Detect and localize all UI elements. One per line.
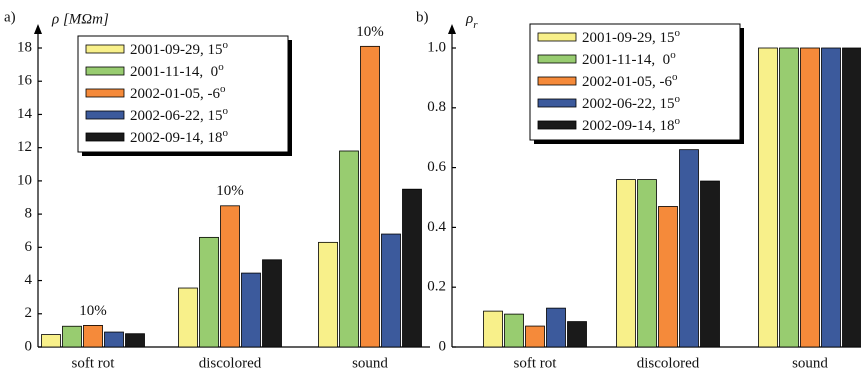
y-axis-label: ρr xyxy=(465,11,478,30)
bar xyxy=(637,179,657,348)
bar xyxy=(220,205,240,348)
bar xyxy=(178,287,198,348)
legend-label: 2002-01-05, -6o xyxy=(130,83,226,103)
bar xyxy=(125,333,145,348)
legend-swatch xyxy=(85,66,125,76)
x-tick-label: sound xyxy=(352,355,388,371)
annotation: 10% xyxy=(216,183,244,199)
y-tick-label: 12 xyxy=(17,139,32,155)
bar xyxy=(41,334,61,348)
bar xyxy=(62,325,82,348)
y-tick-label: 0.6 xyxy=(427,159,446,175)
legend-label: 2001-09-29, 15o xyxy=(582,27,681,47)
bar xyxy=(658,206,678,348)
legend-swatch xyxy=(85,88,125,98)
y-axis-label: ρ [MΩm] xyxy=(51,11,109,27)
bar xyxy=(339,150,359,348)
x-tick-label: discolored xyxy=(199,355,262,371)
legend-swatch xyxy=(85,132,125,142)
legend-label: 2002-06-22, 15o xyxy=(130,105,229,125)
legend-swatch xyxy=(537,98,577,108)
bar xyxy=(821,47,841,348)
bar xyxy=(381,233,401,348)
legend-swatch xyxy=(537,120,577,130)
legend-label: 2001-11-14, 0o xyxy=(130,61,224,81)
legend-swatch xyxy=(537,76,577,86)
y-tick-label: 16 xyxy=(17,73,33,89)
bar xyxy=(758,47,778,348)
bar xyxy=(318,241,338,348)
bar xyxy=(800,47,820,348)
panel-label: a) xyxy=(4,9,16,25)
bar xyxy=(546,307,566,348)
bar xyxy=(616,179,636,348)
legend-label: 2001-11-14, 0o xyxy=(582,49,676,69)
bar xyxy=(779,47,799,348)
legend-label: 2002-09-14, 18o xyxy=(130,127,229,147)
annotation: 10% xyxy=(356,24,384,40)
legend-swatch xyxy=(537,54,577,64)
bar xyxy=(483,310,503,348)
bar xyxy=(402,188,422,348)
bar xyxy=(83,325,103,348)
bar xyxy=(525,325,545,348)
y-tick-label: 0.4 xyxy=(427,219,446,235)
y-tick-label: 8 xyxy=(25,206,33,222)
bar xyxy=(504,313,524,348)
bar xyxy=(360,45,380,348)
y-tick-label: 10 xyxy=(17,172,32,188)
y-axis-arrow xyxy=(34,24,42,34)
legend-label: 2001-09-29, 15o xyxy=(130,39,229,59)
y-tick-label: 2 xyxy=(25,305,33,321)
x-tick-label: soft rot xyxy=(514,355,558,371)
bar xyxy=(567,321,587,348)
bar xyxy=(241,272,261,348)
bar xyxy=(679,149,699,348)
bar xyxy=(842,47,861,348)
y-tick-label: 14 xyxy=(17,106,33,122)
y-tick-label: 1.0 xyxy=(427,39,446,55)
legend-swatch xyxy=(85,110,125,120)
x-tick-label: soft rot xyxy=(72,355,116,371)
y-tick-label: 18 xyxy=(17,39,32,55)
legend-swatch xyxy=(537,32,577,42)
y-tick-label: 4 xyxy=(25,272,33,288)
y-tick-label: 6 xyxy=(25,239,33,255)
annotation: 10% xyxy=(79,303,107,319)
y-tick-label: 0 xyxy=(25,338,33,354)
x-tick-label: sound xyxy=(792,355,828,371)
panel-label: b) xyxy=(416,9,429,25)
y-tick-label: 0.2 xyxy=(427,279,446,295)
bar xyxy=(262,259,282,348)
legend-label: 2002-01-05, -6o xyxy=(582,71,678,91)
bar xyxy=(700,180,720,348)
x-tick-label: discolored xyxy=(637,355,700,371)
legend-swatch xyxy=(85,44,125,54)
legend-label: 2002-09-14, 18o xyxy=(582,115,681,135)
y-tick-label: 0.8 xyxy=(427,99,446,115)
legend-label: 2002-06-22, 15o xyxy=(582,93,681,113)
bar xyxy=(199,236,219,348)
bar xyxy=(104,331,124,348)
y-axis-arrow xyxy=(448,24,456,34)
y-tick-label: 0 xyxy=(439,338,447,354)
